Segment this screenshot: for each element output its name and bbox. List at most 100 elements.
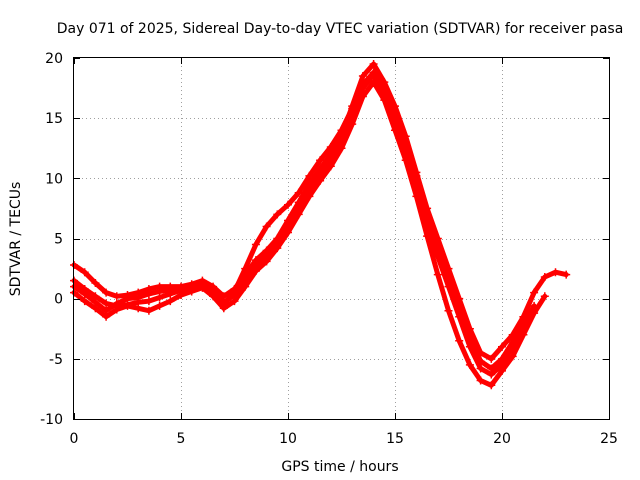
axis-ticks: 0 5 10 15 20 25 -10 -5 0 5 10 15 20 [40,51,618,447]
data-point [294,210,303,219]
data-point [251,240,260,249]
y-axis-label: SDTVAR / TECUs [8,182,24,297]
data-point [487,364,496,373]
data-point [369,78,378,87]
series-track-4 [70,68,539,373]
data-point [498,354,506,363]
data-point [476,364,485,373]
data-point [433,270,442,279]
data-point [262,257,271,266]
y-tick-label: 15 [45,111,63,127]
data-point [284,200,292,209]
data-point [102,288,111,297]
data-point [241,264,250,273]
data-point [177,291,185,300]
y-tick-label: 10 [45,171,63,187]
data-point [294,188,303,197]
x-tick-label: 20 [493,431,511,447]
y-tick-label: 5 [54,232,63,248]
data-point [465,360,474,369]
data-point [144,306,153,315]
data-point [391,126,399,135]
data-point [358,72,367,81]
data-point [155,287,164,296]
data-point [273,244,282,253]
x-tick-label: 0 [70,431,79,447]
data-point [412,192,421,201]
y-tick-label: 0 [54,292,63,308]
data-series [70,60,571,390]
data-point [144,297,153,306]
data-point [433,244,442,253]
data-point [508,352,517,361]
data-point [348,104,357,113]
data-point [530,301,539,310]
data-point [380,82,389,91]
data-point [123,301,132,310]
data-point [326,162,335,171]
data-point [401,156,410,165]
data-point [230,287,239,296]
data-point [498,342,506,351]
data-point [91,279,100,288]
data-point [316,156,325,165]
data-point [177,283,185,292]
data-point [519,318,528,327]
data-point [476,376,485,385]
data-point [102,306,111,315]
data-point [476,357,485,366]
data-point [412,171,421,180]
data-point [391,109,399,118]
data-point [91,298,100,307]
data-point [187,281,196,290]
x-axis-label: GPS time / hours [281,459,398,475]
data-point [123,294,132,303]
data-point [369,60,378,69]
data-point [444,276,453,285]
data-point [508,337,517,346]
data-point [337,126,346,135]
data-point [80,289,89,298]
y-tick-label: -5 [49,352,63,368]
data-point [112,292,121,301]
data-point [455,306,464,315]
data-point [230,297,239,306]
y-tick-label: -10 [40,412,63,428]
data-point [102,299,111,308]
data-point [423,232,432,241]
data-point [305,192,314,201]
data-point [155,301,164,310]
data-point [241,282,250,291]
data-point [80,268,89,277]
data-point [134,304,143,313]
data-point [540,273,549,282]
data-point [166,297,175,306]
x-tick-label: 5 [177,431,186,447]
data-point [326,143,335,152]
data-point [358,80,367,89]
data-point [540,292,549,301]
data-point [562,270,571,279]
data-point [80,297,89,306]
data-point [337,144,346,153]
data-point [305,171,314,180]
data-point [498,366,506,375]
data-point [369,68,378,77]
data-point [198,279,207,288]
data-point [487,354,496,363]
data-point [209,289,218,298]
data-point [284,228,292,237]
data-point [423,210,432,219]
data-point [219,300,228,309]
data-point [251,266,260,275]
plot-frame [73,57,610,420]
data-point [273,210,282,219]
data-point [316,176,325,185]
data-point [530,288,539,297]
data-point [262,222,271,231]
x-tick-label: 10 [279,431,297,447]
data-point [401,138,410,147]
data-point [444,306,453,315]
